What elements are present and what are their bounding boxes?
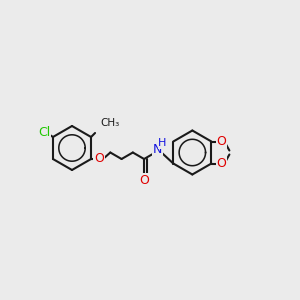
Text: O: O [217,135,226,148]
Text: O: O [94,152,104,166]
Text: H: H [158,139,166,148]
Text: Cl: Cl [38,125,50,139]
Text: O: O [217,157,226,170]
Text: O: O [139,173,149,187]
Text: CH₃: CH₃ [100,118,119,128]
Text: N: N [153,143,162,156]
